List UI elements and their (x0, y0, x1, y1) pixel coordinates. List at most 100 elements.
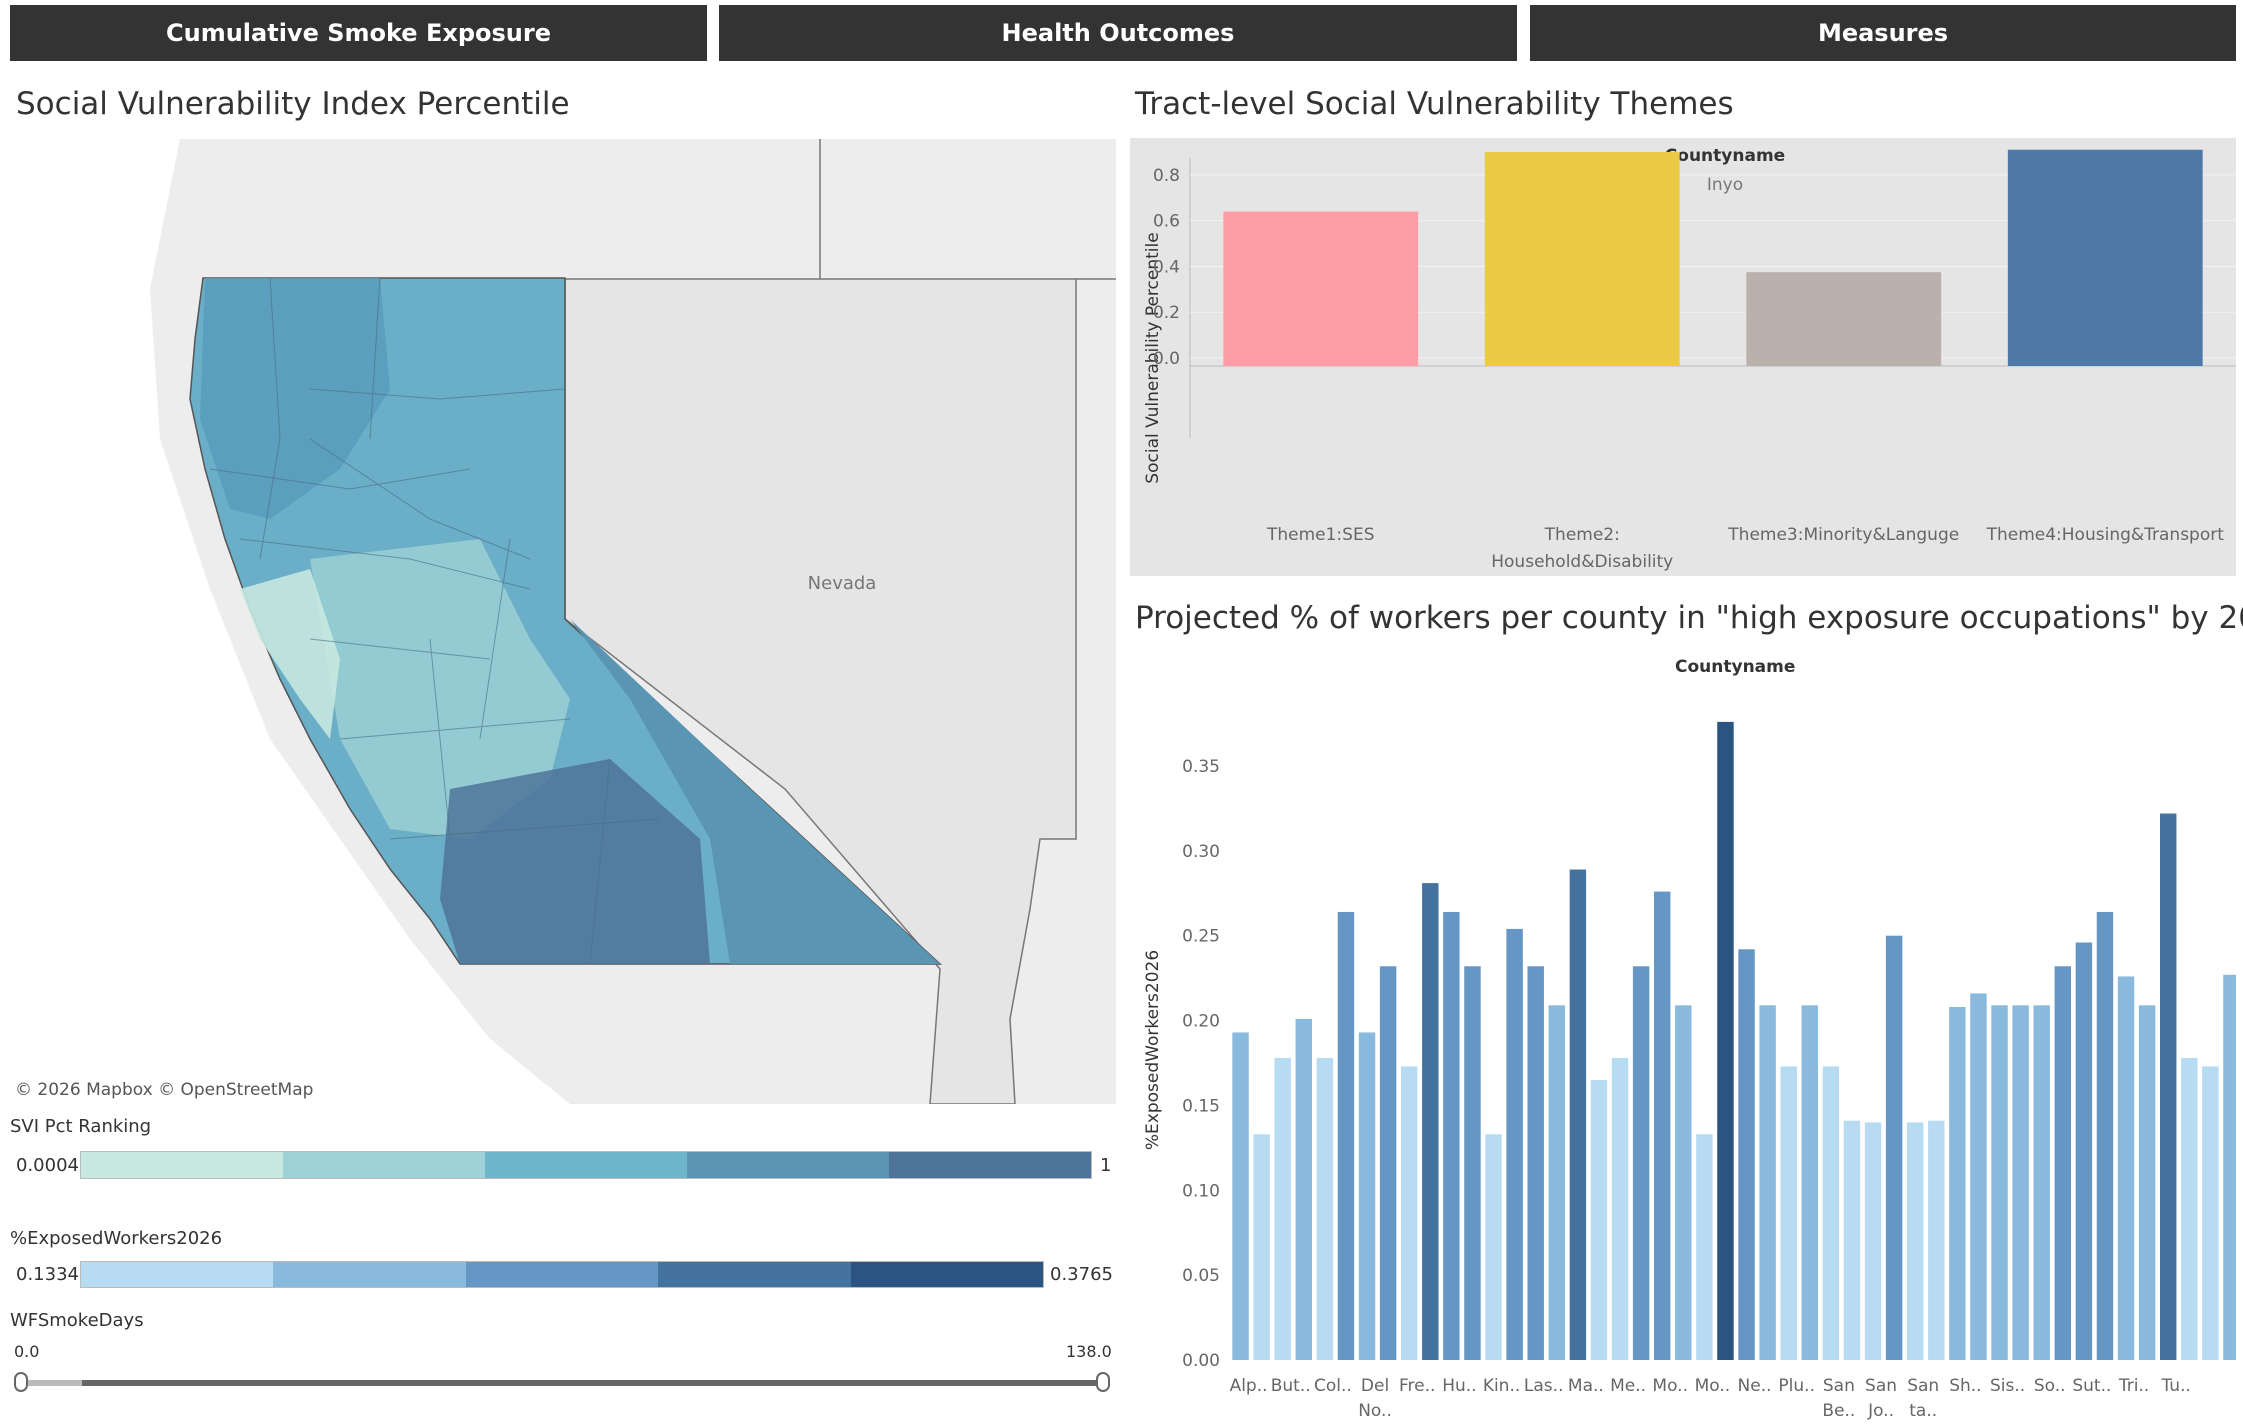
workers-bar[interactable] (1253, 1134, 1270, 1360)
smoke-range-min: 0.0 (14, 1342, 40, 1361)
workers-bar[interactable] (2138, 1005, 2156, 1360)
workers-x-label: No.. (1358, 1401, 1392, 1421)
workers-legend-swatch[interactable] (850, 1262, 1044, 1287)
workers-legend-label: %ExposedWorkers2026 (10, 1228, 223, 1249)
workers-bar[interactable] (1485, 1134, 1502, 1360)
workers-x-label: Hu.. (1442, 1376, 1476, 1396)
workers-bar[interactable] (1527, 966, 1544, 1360)
workers-bar[interactable] (1675, 1005, 1692, 1360)
workers-bar[interactable] (1358, 1032, 1376, 1360)
workers-bar[interactable] (1569, 869, 1587, 1360)
workers-bar[interactable] (1653, 891, 1671, 1360)
svi-legend-bar[interactable] (80, 1151, 1092, 1179)
map-state-label: Nevada (808, 573, 877, 594)
workers-y-tick: 0.20 (1182, 1012, 1220, 1032)
workers-bar[interactable] (1991, 1005, 2008, 1360)
workers-bar[interactable] (2075, 942, 2093, 1360)
workers-bar[interactable] (1590, 1079, 1608, 1360)
workers-bar[interactable] (1400, 1066, 1418, 1360)
svi-legend-swatch[interactable] (889, 1152, 1091, 1178)
tab-health-outcomes[interactable]: Health Outcomes (719, 5, 1517, 61)
workers-x-label: Sh.. (1949, 1376, 1981, 1396)
workers-bar[interactable] (2223, 974, 2236, 1360)
workers-bar[interactable] (1295, 1018, 1313, 1360)
workers-bar[interactable] (1864, 1122, 1882, 1360)
workers-legend-min: 0.1334 (16, 1264, 79, 1285)
svi-legend-swatch[interactable] (283, 1152, 485, 1178)
svi-legend-swatch[interactable] (687, 1152, 889, 1178)
workers-legend-swatch[interactable] (273, 1262, 466, 1287)
workers-bar[interactable] (1422, 883, 1439, 1360)
workers-bar[interactable] (1738, 949, 1755, 1360)
workers-bar[interactable] (1696, 1134, 1713, 1360)
workers-x-label: Del (1361, 1376, 1389, 1396)
workers-bar[interactable] (2159, 813, 2177, 1360)
workers-legend-swatch[interactable] (658, 1262, 851, 1287)
workers-legend-max: 0.3765 (1050, 1264, 1113, 1285)
workers-bar[interactable] (2202, 1066, 2219, 1360)
themes-chart-ylabel: Social Vulnerability Percentile (1143, 232, 1163, 483)
themes-bar[interactable] (2007, 149, 2203, 366)
workers-bar[interactable] (1843, 1120, 1861, 1360)
workers-bar[interactable] (2054, 966, 2072, 1360)
themes-chart[interactable]: Countyname Inyo Social Vulnerability Per… (1130, 138, 2236, 576)
workers-x-label: San (1865, 1376, 1897, 1396)
workers-legend-swatch[interactable] (81, 1262, 274, 1287)
california-east-shade (570, 619, 940, 964)
workers-bar[interactable] (1928, 1120, 1945, 1360)
workers-bar[interactable] (1632, 966, 1650, 1360)
workers-bar[interactable] (1970, 993, 1987, 1360)
workers-bar[interactable] (1232, 1032, 1249, 1360)
svi-legend-swatch[interactable] (81, 1152, 283, 1178)
smoke-range-track[interactable] (22, 1380, 1102, 1386)
workers-bar[interactable] (1611, 1057, 1629, 1360)
svi-legend-min: 0.0004 (16, 1155, 79, 1176)
workers-legend-bar[interactable] (80, 1261, 1044, 1288)
workers-bar[interactable] (1316, 1057, 1334, 1360)
themes-y-tick: 0.6 (1153, 212, 1180, 232)
themes-bar[interactable] (1746, 272, 1942, 366)
workers-chart-ylabel: %ExposedWorkers2026 (1143, 950, 1163, 1150)
workers-bar[interactable] (1801, 1005, 1819, 1360)
tab-cumulative-smoke-exposure[interactable]: Cumulative Smoke Exposure (10, 5, 707, 61)
workers-bar[interactable] (1464, 966, 1481, 1360)
workers-bar[interactable] (1379, 966, 1397, 1360)
workers-y-tick: 0.05 (1182, 1266, 1220, 1286)
themes-bar[interactable] (1223, 211, 1419, 366)
themes-chart-title: Tract-level Social Vulnerability Themes (1135, 86, 1734, 122)
smoke-range-handle-min[interactable] (14, 1372, 28, 1392)
themes-y-tick: 0.8 (1153, 166, 1180, 186)
workers-bar[interactable] (1337, 911, 1355, 1360)
workers-x-label: So.. (2034, 1376, 2066, 1396)
workers-bar[interactable] (1548, 1005, 1566, 1360)
workers-bar[interactable] (2012, 1005, 2029, 1360)
workers-x-label: Fre.. (1399, 1376, 1435, 1396)
nevada-region (564, 278, 1077, 1104)
workers-bar[interactable] (2181, 1057, 2198, 1360)
workers-bar[interactable] (1506, 928, 1523, 1360)
workers-bar[interactable] (1274, 1057, 1291, 1360)
workers-bar[interactable] (1717, 721, 1734, 1360)
svi-legend-swatch[interactable] (485, 1152, 687, 1178)
workers-chart[interactable]: %ExposedWorkers2026 0.00 0.05 0.10 0.15 0.20… (1130, 680, 2236, 1424)
workers-bar[interactable] (1885, 935, 1903, 1360)
workers-chart-title: Projected % of workers per county in "hi… (1135, 600, 2243, 636)
workers-x-label: Ne.. (1738, 1376, 1772, 1396)
workers-bar[interactable] (1443, 911, 1460, 1360)
workers-x-label: Kin.. (1483, 1376, 1520, 1396)
svi-map[interactable]: Nevada © 2026 Mapbox © OpenStreetMap (10, 139, 1116, 1104)
workers-bar[interactable] (1822, 1066, 1840, 1360)
workers-bar[interactable] (2117, 976, 2135, 1360)
themes-bar[interactable] (1484, 152, 1680, 366)
workers-bar[interactable] (2096, 911, 2114, 1360)
workers-bar[interactable] (1759, 1005, 1776, 1360)
tab-measures[interactable]: Measures (1530, 5, 2236, 61)
workers-bar[interactable] (1780, 1066, 1797, 1360)
smoke-range-handle-max[interactable] (1096, 1372, 1110, 1392)
workers-legend-swatch[interactable] (465, 1262, 659, 1287)
themes-chart-subheader: Inyo (1707, 175, 1743, 195)
workers-bar[interactable] (2033, 1005, 2050, 1360)
workers-bar[interactable] (1949, 1006, 1966, 1360)
workers-bar[interactable] (1906, 1122, 1924, 1360)
workers-x-label: Sut.. (2072, 1376, 2111, 1396)
